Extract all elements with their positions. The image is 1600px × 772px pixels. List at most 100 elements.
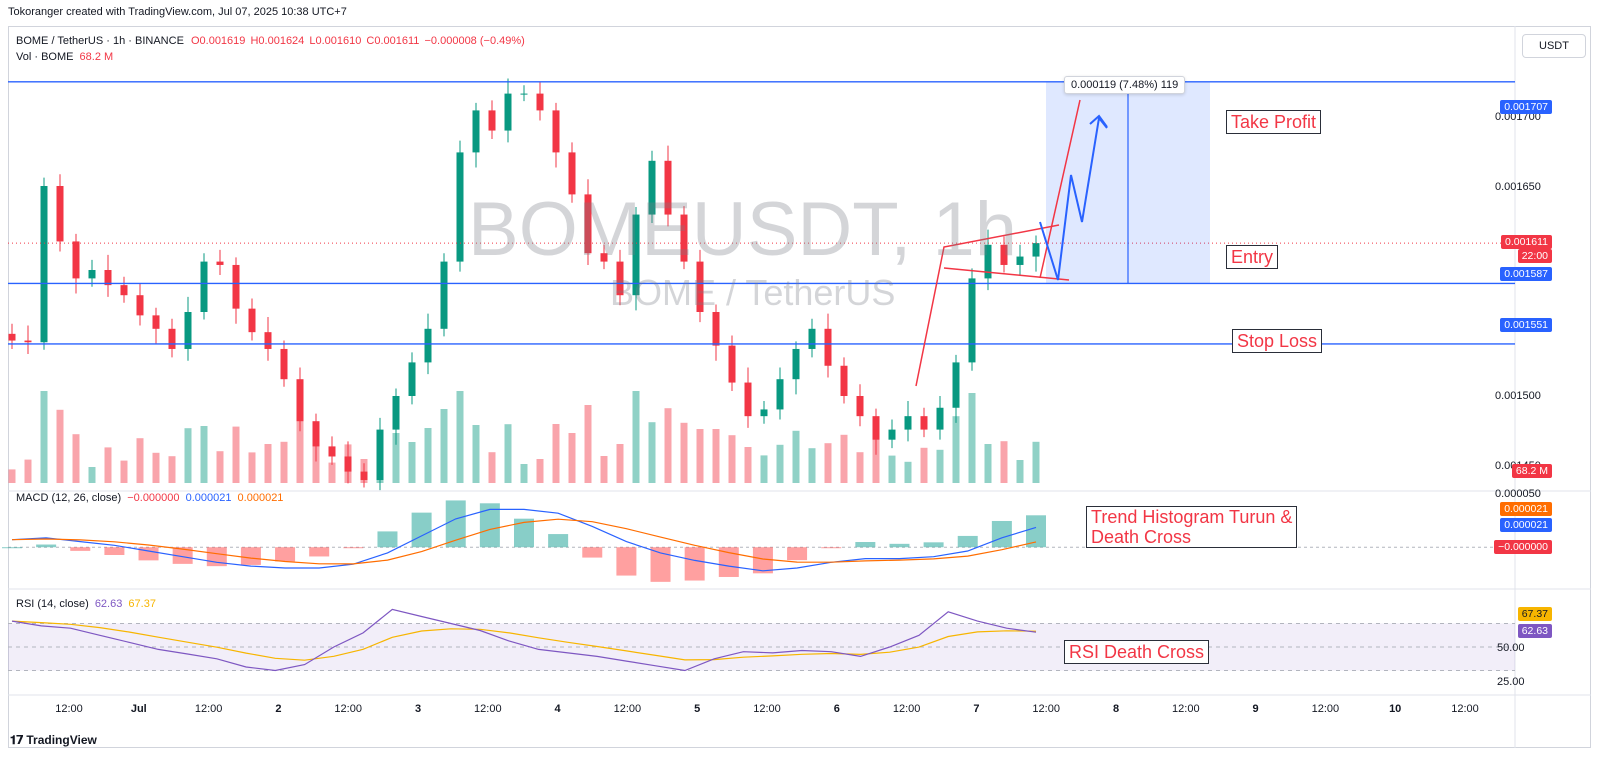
macd-histogram-bar (2, 547, 22, 549)
last-price-tag: 0.001611 (1500, 235, 1552, 249)
macd-histogram-bar (889, 543, 910, 548)
macd-signal-value: 0.000021 (237, 492, 284, 504)
volume-bar (520, 464, 528, 483)
time-axis-tick-label: 12:00 (892, 703, 921, 715)
time-axis-tick-label: 12:00 (1311, 703, 1340, 715)
volume-bar (424, 428, 432, 483)
volume-bar (8, 469, 16, 483)
pattern-line-lower (943, 267, 1070, 281)
candle-body (888, 429, 896, 440)
candle-body (344, 456, 352, 472)
macd-label[interactable]: MACD (12, 26, close) (16, 492, 122, 504)
volume-bar (1016, 460, 1024, 483)
candle-body (24, 340, 32, 343)
candle-body (984, 244, 992, 279)
volume-bar (392, 433, 400, 483)
volume-bar (1032, 441, 1040, 483)
price-axis-label: 0.001500 (1495, 390, 1541, 402)
volume-bar (904, 461, 912, 483)
candle-body (456, 152, 464, 262)
volume-bar (760, 455, 768, 483)
macd-histogram-bar (991, 520, 1012, 548)
macd-histogram-bar (718, 547, 739, 577)
volume-bar (216, 451, 224, 483)
macd-line-tag: 0.000021 (1500, 518, 1552, 532)
volume-bar (808, 448, 816, 483)
macd-annotation[interactable]: Trend Histogram Turun & Death Cross (1086, 506, 1298, 548)
macd-histogram-bar (275, 547, 296, 562)
macd-signal-line (11, 518, 1037, 565)
time-axis-tick-label: 12:00 (613, 703, 642, 715)
volume-bar (184, 428, 192, 483)
candle-body (40, 186, 48, 343)
volume-bar (472, 425, 480, 483)
volume-bar (296, 418, 304, 483)
macd-signal-tag: 0.000021 (1500, 502, 1552, 516)
macd-histogram-bar (411, 512, 432, 548)
time-axis-tick-label: 5 (694, 703, 701, 715)
candle-body (904, 416, 912, 430)
volume-bar (568, 433, 576, 483)
macd-histogram-bar (855, 542, 876, 548)
currency-button[interactable]: USDT (1522, 34, 1586, 58)
time-axis-tick-label: 12:00 (194, 703, 223, 715)
candle-body (56, 186, 64, 242)
entry-annotation[interactable]: Entry (1226, 245, 1279, 269)
candle-body (72, 241, 80, 279)
macd-histogram-bar (104, 547, 125, 555)
volume-bar (712, 429, 720, 483)
volume-tag: 68.2 M (1511, 464, 1552, 478)
ohlc-high: H0.001624 (250, 35, 305, 47)
ohlc-change: −0.000008 (−0.49%) (424, 35, 525, 47)
symbol-label[interactable]: BOME / TetherUS · 1h · BINANCE (16, 35, 184, 47)
projection-path (1039, 115, 1108, 281)
candle-body (488, 110, 496, 131)
candle-body (88, 270, 96, 279)
price-axis-label: 0.001700 (1495, 111, 1541, 123)
candle-body (504, 93, 512, 131)
rsi-value: 62.63 (94, 598, 123, 610)
candle-body (616, 261, 624, 296)
candle-body (536, 93, 544, 111)
time-axis-tick-label: 12:00 (474, 703, 502, 715)
macd-histogram-bar (138, 547, 159, 561)
volume-bar (536, 459, 544, 483)
stop-loss-annotation[interactable]: Stop Loss (1232, 329, 1323, 353)
candle-body (664, 160, 672, 215)
symbol-watermark-subtitle: BOME / TetherUS (610, 272, 896, 313)
macd-histogram-bar (377, 531, 398, 548)
rsi-ma-tag: 67.37 (1517, 607, 1552, 621)
volume-bar (936, 449, 944, 483)
rsi-annotation[interactable]: RSI Death Cross (1064, 640, 1210, 664)
volume-bar (968, 393, 976, 483)
volume-label[interactable]: Vol · BOME (16, 51, 74, 63)
candle-body (808, 328, 816, 349)
candle-body (312, 421, 320, 447)
rsi-label[interactable]: RSI (14, close) (16, 598, 89, 610)
bar-countdown-tag: 22:00 (1517, 249, 1552, 263)
volume-bar (856, 452, 864, 483)
candle-body (232, 264, 240, 309)
time-axis[interactable]: 12:00 Jul 12:00 2 12:00 3 12:00 4 12:00 5 12:00 6 12… (0, 703, 1515, 719)
macd-histogram-bar (1026, 515, 1046, 548)
time-axis-tick-label: 12:00 (1172, 703, 1200, 715)
volume-bar (136, 438, 144, 483)
volume-bar (24, 459, 32, 483)
take-profit-annotation[interactable]: Take Profit (1226, 110, 1322, 134)
candle-body (216, 261, 224, 265)
tradingview-brand[interactable]: 𝟏𝟳 TradingView (10, 733, 97, 748)
volume-bar (984, 444, 992, 483)
ohlc-low: L0.001610 (309, 35, 362, 47)
macd-annotation-line-2: Death Cross (1091, 527, 1192, 547)
candle-body (744, 382, 752, 417)
volume-bar (744, 447, 752, 483)
price-range-measure-label[interactable]: 0.000119 (7.48%) 119 (1064, 76, 1186, 94)
volume-bar (72, 434, 80, 483)
volume-bar (648, 422, 656, 483)
rsi-line (11, 608, 1037, 672)
macd-histogram-bar (684, 547, 705, 581)
candle-body (152, 315, 160, 329)
time-axis-tick-label: 12:00 (753, 703, 781, 715)
candle-body (264, 332, 272, 349)
